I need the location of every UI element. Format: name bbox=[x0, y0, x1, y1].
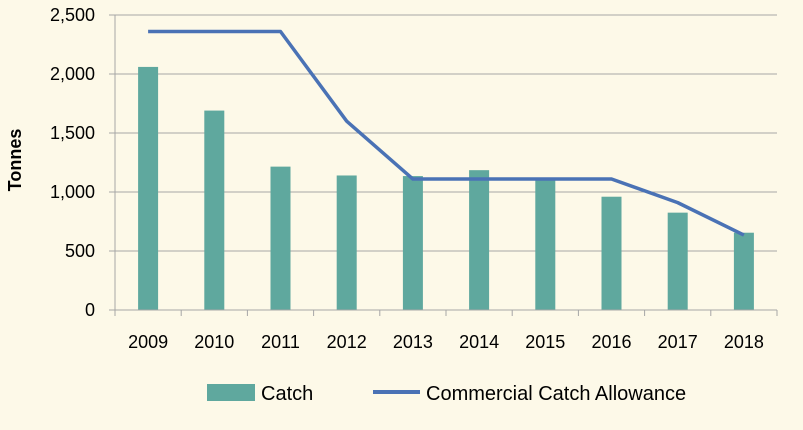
y-tick-label: 500 bbox=[65, 241, 95, 261]
x-tick-label: 2015 bbox=[525, 332, 565, 352]
y-tick-label: 2,000 bbox=[50, 64, 95, 84]
catch-bar bbox=[336, 175, 357, 310]
axes bbox=[109, 14, 778, 316]
tick-labels: 0 500 1,000 1,500 2,000 2,500 2009 2010 2011 2012… bbox=[50, 5, 764, 352]
gridlines bbox=[115, 14, 777, 252]
y-tick-label: 1,500 bbox=[50, 123, 95, 143]
y-tick-label: 2,500 bbox=[50, 5, 95, 25]
lines bbox=[148, 29, 745, 237]
x-tick-label: 2009 bbox=[128, 332, 168, 352]
x-tick-label: 2013 bbox=[393, 332, 433, 352]
catch-bar bbox=[402, 176, 423, 310]
x-tick-label: 2012 bbox=[327, 332, 367, 352]
allowance-line bbox=[148, 29, 745, 237]
legend: Catch Commercial Catch Allowance bbox=[207, 383, 686, 405]
catch-bar bbox=[535, 179, 556, 310]
x-tick-label: 2016 bbox=[591, 332, 631, 352]
legend-catch-label: Catch bbox=[261, 383, 313, 405]
x-tick-label: 2010 bbox=[194, 332, 234, 352]
catch-bar bbox=[601, 196, 622, 310]
x-tick-label: 2014 bbox=[459, 332, 499, 352]
x-tick-label: 2011 bbox=[261, 332, 300, 352]
catch-bar bbox=[469, 170, 490, 310]
catch-bar bbox=[204, 110, 225, 310]
catch-bar bbox=[733, 232, 754, 310]
x-tick-label: 2018 bbox=[724, 332, 764, 352]
bars bbox=[138, 66, 754, 310]
legend-catch-swatch bbox=[207, 384, 255, 401]
y-tick-label: 1,000 bbox=[50, 182, 95, 202]
catch-bar bbox=[667, 212, 688, 310]
y-tick-label: 0 bbox=[85, 300, 95, 320]
x-tick-label: 2017 bbox=[658, 332, 698, 352]
catch-bar bbox=[270, 166, 291, 310]
y-axis-title: Tonnes bbox=[5, 129, 25, 192]
legend-allowance-label: Commercial Catch Allowance bbox=[426, 383, 686, 405]
catch-bar bbox=[138, 66, 159, 310]
